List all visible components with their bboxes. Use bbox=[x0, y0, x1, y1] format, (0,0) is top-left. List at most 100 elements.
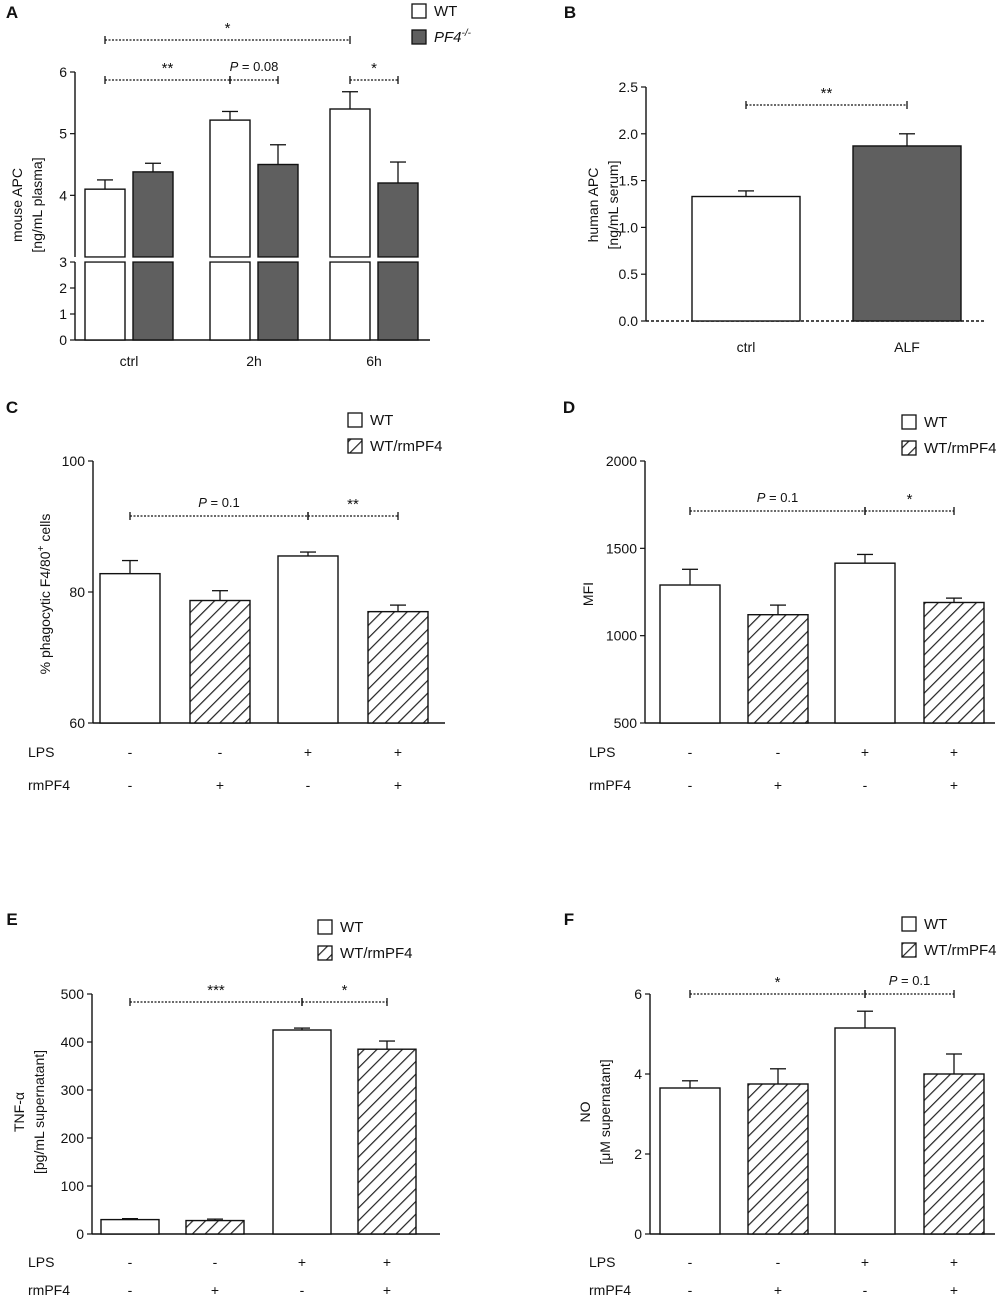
panel-C-legend-wt-swatch bbox=[347, 412, 363, 428]
panel-B-tick-label: 2.5 bbox=[619, 79, 639, 95]
panel-D-row-label-lps: LPS bbox=[589, 744, 615, 760]
panel-C-legend-rmpf4-swatch bbox=[347, 438, 363, 454]
panel-B-label: B bbox=[564, 3, 576, 22]
panel-C-tick-label: 100 bbox=[62, 453, 86, 469]
panel-D-lps-sign: - bbox=[776, 744, 781, 760]
panel-D-significance-1-label: P = 0.1 bbox=[757, 490, 799, 505]
panel-C-row-label-rmpf4: rmPF4 bbox=[28, 777, 70, 793]
panel-D-legend-rmpf4-swatch bbox=[901, 440, 917, 456]
panel-E-label: E bbox=[6, 910, 17, 929]
panel-F-lps-sign: - bbox=[776, 1254, 781, 1270]
panel-E-legend-rmpf4-swatch bbox=[317, 945, 333, 961]
panel-E-rmpf4-sign: - bbox=[300, 1282, 305, 1297]
panel-D-bar bbox=[747, 614, 809, 724]
panel-D-bar bbox=[923, 601, 985, 724]
panel-F-bar bbox=[834, 1027, 896, 1235]
panel-C-rmpf4-sign: - bbox=[128, 777, 133, 793]
panel-A-ylabel: mouse APC bbox=[9, 168, 25, 242]
panel-B-tick-label: 1.5 bbox=[619, 173, 639, 189]
panel-E-bar bbox=[272, 1029, 332, 1235]
panel-F-ylabel: NO bbox=[577, 1101, 593, 1122]
panel-F-row-label-rmpf4: rmPF4 bbox=[589, 1282, 631, 1297]
panel-B-bar bbox=[852, 145, 962, 322]
panel-D-lps-sign: - bbox=[688, 744, 693, 760]
panel-D-significance-2-label: * bbox=[907, 491, 913, 508]
panel-F-lps-sign: + bbox=[861, 1254, 869, 1270]
panel-C-bar bbox=[99, 572, 161, 724]
panel-A-bar bbox=[132, 171, 174, 258]
panel-B-significance-1-label: ** bbox=[821, 85, 833, 102]
panel-E-lps-sign: - bbox=[128, 1254, 133, 1270]
panel-F-legend-wt-swatch bbox=[901, 916, 917, 932]
panel-C-lps-sign: + bbox=[304, 744, 312, 760]
panel-C-tick-label: 60 bbox=[69, 715, 85, 731]
panel-B-tick-label: 0.5 bbox=[619, 266, 639, 282]
panel-D-tick-label: 500 bbox=[614, 715, 638, 731]
panel-B-tick-label: 0.0 bbox=[619, 313, 639, 329]
panel-C-ylabel: % phagocytic F4/80+ cells bbox=[36, 514, 53, 675]
panel-E-legend-rmpf4-label: WT/rmPF4 bbox=[340, 945, 413, 962]
panel-C-bar bbox=[367, 610, 429, 724]
panel-B-category-label: ALF bbox=[894, 339, 920, 355]
panel-D-tick-label: 1500 bbox=[606, 540, 637, 556]
panel-A-category-label: 2h bbox=[246, 353, 262, 369]
panel-C-row-label-lps: LPS bbox=[28, 744, 54, 760]
panel-F-rmpf4-sign: + bbox=[950, 1282, 958, 1297]
panel-A-legend-ko-swatch bbox=[411, 29, 427, 45]
panel-F-legend-rmpf4-swatch bbox=[901, 942, 917, 958]
panel-A-bar bbox=[377, 182, 419, 258]
panel-B-bar bbox=[691, 195, 801, 322]
panel-A-legend-ko-label: PF4-/- bbox=[434, 28, 472, 46]
panel-A-bar bbox=[329, 108, 371, 258]
panel-A-tick-label: 4 bbox=[59, 187, 67, 203]
panel-F-rmpf4-sign: + bbox=[774, 1282, 782, 1297]
panel-D-tick-label: 2000 bbox=[606, 453, 637, 469]
panel-A-significance-2-label: ** bbox=[162, 60, 174, 77]
panel-F-label: F bbox=[564, 910, 574, 929]
panel-B-tick-label: 2.0 bbox=[619, 126, 639, 142]
panel-E-legend-wt-swatch bbox=[317, 919, 333, 935]
panel-E-tick-label: 100 bbox=[61, 1178, 85, 1194]
panel-F-rmpf4-sign: - bbox=[863, 1282, 868, 1297]
panel-F-lps-sign: - bbox=[688, 1254, 693, 1270]
panel-D-rmpf4-sign: - bbox=[863, 777, 868, 793]
panel-C-rmpf4-sign: - bbox=[306, 777, 311, 793]
panel-C-lps-sign: - bbox=[218, 744, 223, 760]
panel-F-ylabel: [μM supernatant] bbox=[597, 1059, 613, 1164]
panel-D-lps-sign: + bbox=[861, 744, 869, 760]
panel-F-legend-rmpf4-label: WT/rmPF4 bbox=[924, 942, 997, 959]
panel-E-tick-label: 200 bbox=[61, 1130, 85, 1146]
panel-B-ylabel: human APC bbox=[585, 168, 601, 243]
panel-E-ylabel: TNF-α bbox=[11, 1092, 27, 1132]
panel-D-rmpf4-sign: + bbox=[774, 777, 782, 793]
panel-A-label: A bbox=[6, 3, 18, 22]
panel-A-bar bbox=[132, 261, 174, 341]
panel-E-tick-label: 300 bbox=[61, 1082, 85, 1098]
panel-A-bar bbox=[329, 261, 371, 341]
panel-D-legend-wt-label: WT bbox=[924, 414, 947, 431]
panel-E-rmpf4-sign: + bbox=[211, 1282, 219, 1297]
panel-A-tick-label: 3 bbox=[59, 254, 67, 270]
panel-E-tick-label: 0 bbox=[76, 1226, 84, 1242]
panel-C-legend-wt-label: WT bbox=[370, 412, 393, 429]
panel-F-tick-label: 2 bbox=[634, 1146, 642, 1162]
panel-E-rmpf4-sign: - bbox=[128, 1282, 133, 1297]
panel-B-tick-label: 1.0 bbox=[619, 219, 639, 235]
panel-A-significance-3-label: P = 0.08 bbox=[230, 59, 279, 74]
panel-D-tick-label: 1000 bbox=[606, 628, 637, 644]
panel-C-rmpf4-sign: + bbox=[216, 777, 224, 793]
panel-D-legend-rmpf4-label: WT/rmPF4 bbox=[924, 440, 997, 457]
panel-F-bar bbox=[747, 1083, 809, 1235]
panel-E-lps-sign: + bbox=[298, 1254, 306, 1270]
panel-A-tick-label: 5 bbox=[59, 126, 67, 142]
panel-E-legend-wt-label: WT bbox=[340, 919, 363, 936]
panel-B-category-label: ctrl bbox=[737, 339, 756, 355]
panel-D-bar bbox=[834, 562, 896, 724]
panel-E-bar bbox=[357, 1048, 417, 1235]
panel-D-rmpf4-sign: + bbox=[950, 777, 958, 793]
panel-F-row-label-lps: LPS bbox=[589, 1254, 615, 1270]
panel-A-legend-wt-label: WT bbox=[434, 3, 457, 20]
panel-A-tick-label: 1 bbox=[59, 306, 67, 322]
panel-A-bar bbox=[209, 119, 251, 258]
